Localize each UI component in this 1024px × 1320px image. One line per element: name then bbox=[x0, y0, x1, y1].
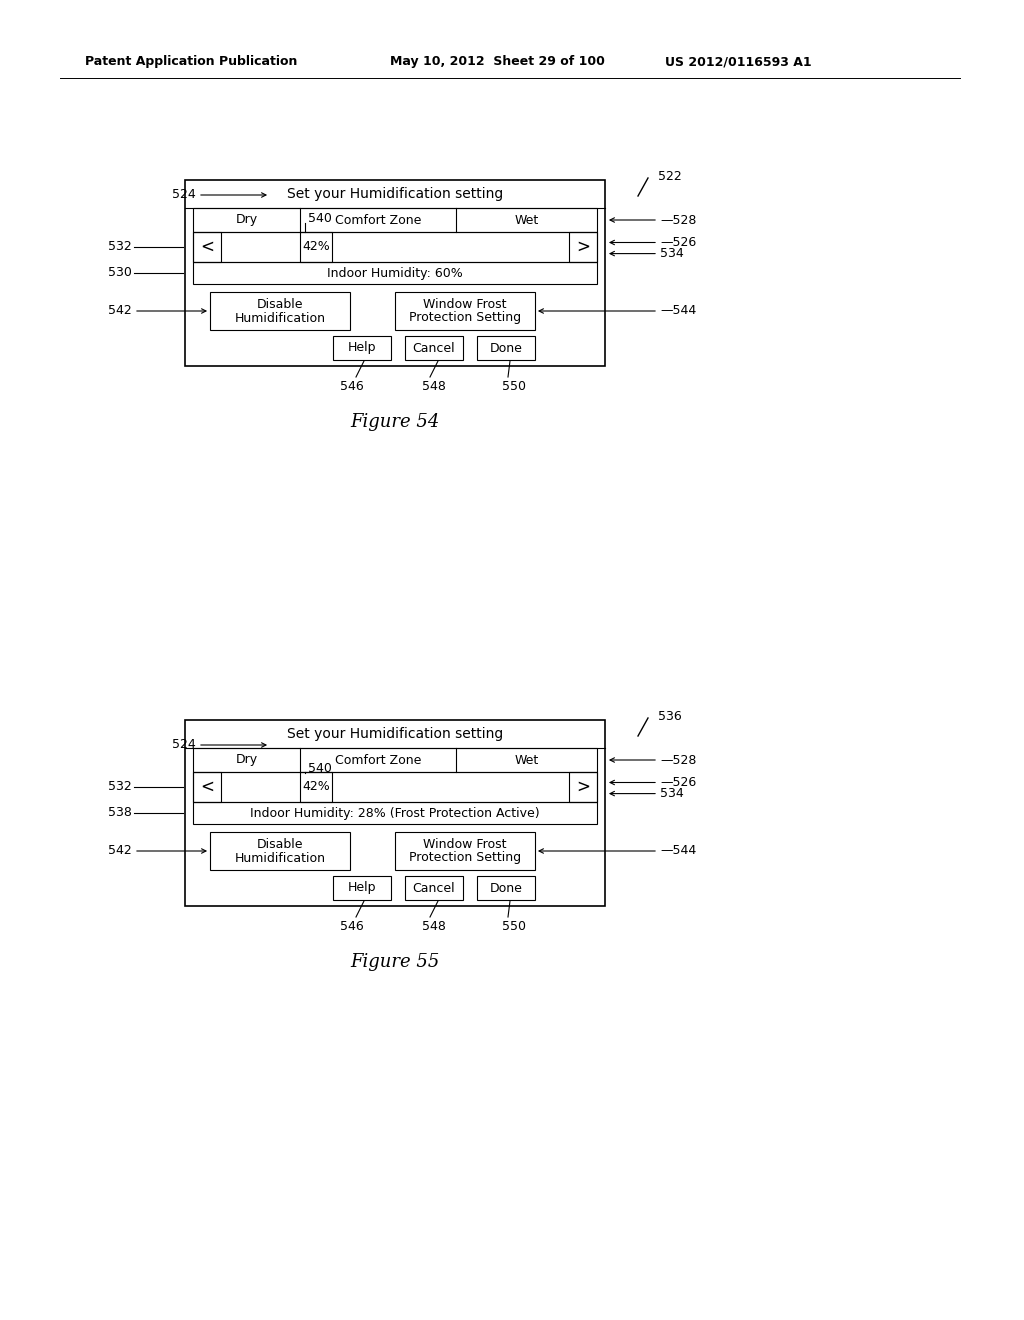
Text: 530: 530 bbox=[109, 267, 132, 280]
Text: Patent Application Publication: Patent Application Publication bbox=[85, 55, 297, 69]
Text: 540: 540 bbox=[308, 762, 332, 775]
Bar bbox=[300, 772, 332, 803]
Text: Disable: Disable bbox=[257, 837, 303, 850]
Text: Done: Done bbox=[489, 342, 522, 355]
Bar bbox=[395, 292, 535, 330]
Text: —544: —544 bbox=[660, 845, 696, 858]
Bar bbox=[193, 209, 597, 232]
Text: Dry: Dry bbox=[236, 214, 258, 227]
Text: 542: 542 bbox=[109, 305, 132, 318]
Text: Help: Help bbox=[348, 342, 376, 355]
Text: Done: Done bbox=[489, 882, 522, 895]
Bar bbox=[477, 337, 535, 360]
Text: >: > bbox=[575, 238, 590, 256]
Bar bbox=[406, 337, 463, 360]
Text: 550: 550 bbox=[502, 920, 526, 932]
Text: 550: 550 bbox=[502, 380, 526, 392]
Text: 548: 548 bbox=[422, 920, 445, 932]
Text: Cancel: Cancel bbox=[413, 882, 456, 895]
Text: —544: —544 bbox=[660, 305, 696, 318]
Text: Comfort Zone: Comfort Zone bbox=[335, 214, 421, 227]
Text: Window Frost: Window Frost bbox=[423, 837, 507, 850]
Bar bbox=[300, 232, 332, 261]
Bar bbox=[193, 772, 597, 803]
Text: —526: —526 bbox=[660, 236, 696, 249]
Text: 534: 534 bbox=[660, 787, 684, 800]
Text: Disable: Disable bbox=[257, 297, 303, 310]
Bar bbox=[210, 292, 350, 330]
Text: Wet: Wet bbox=[514, 754, 539, 767]
Text: —528: —528 bbox=[660, 754, 696, 767]
Bar bbox=[185, 719, 605, 906]
Text: Window Frost: Window Frost bbox=[423, 297, 507, 310]
Text: 42%: 42% bbox=[302, 780, 330, 793]
Text: Protection Setting: Protection Setting bbox=[409, 851, 521, 865]
Text: Protection Setting: Protection Setting bbox=[409, 312, 521, 325]
Text: <: < bbox=[200, 238, 214, 256]
Text: 524: 524 bbox=[172, 189, 196, 202]
Text: 548: 548 bbox=[422, 380, 445, 392]
Text: <: < bbox=[200, 777, 214, 796]
Text: 538: 538 bbox=[109, 807, 132, 820]
Text: 546: 546 bbox=[340, 920, 364, 932]
Text: Wet: Wet bbox=[514, 214, 539, 227]
Text: Help: Help bbox=[348, 882, 376, 895]
Bar bbox=[569, 772, 597, 803]
Bar bbox=[193, 748, 597, 772]
Bar bbox=[193, 261, 597, 284]
Text: Cancel: Cancel bbox=[413, 342, 456, 355]
Text: Figure 55: Figure 55 bbox=[350, 953, 439, 972]
Text: 524: 524 bbox=[172, 738, 196, 751]
Text: >: > bbox=[575, 777, 590, 796]
Text: 542: 542 bbox=[109, 845, 132, 858]
Text: 532: 532 bbox=[109, 240, 132, 253]
Text: Set your Humidification setting: Set your Humidification setting bbox=[287, 727, 503, 741]
Text: Set your Humidification setting: Set your Humidification setting bbox=[287, 187, 503, 201]
Text: 534: 534 bbox=[660, 247, 684, 260]
Text: Figure 54: Figure 54 bbox=[350, 413, 439, 432]
Text: Comfort Zone: Comfort Zone bbox=[335, 754, 421, 767]
Text: Humidification: Humidification bbox=[234, 312, 326, 325]
Text: —526: —526 bbox=[660, 776, 696, 789]
Bar bbox=[333, 876, 391, 900]
Text: 536: 536 bbox=[658, 710, 682, 722]
Bar bbox=[193, 803, 597, 824]
Bar bbox=[193, 232, 597, 261]
Bar bbox=[333, 337, 391, 360]
Bar bbox=[185, 180, 605, 366]
Text: 540: 540 bbox=[308, 211, 332, 224]
Bar bbox=[193, 232, 221, 261]
Text: 546: 546 bbox=[340, 380, 364, 392]
Text: 42%: 42% bbox=[302, 240, 330, 253]
Bar bbox=[210, 832, 350, 870]
Text: 522: 522 bbox=[658, 169, 682, 182]
Text: Dry: Dry bbox=[236, 754, 258, 767]
Text: May 10, 2012  Sheet 29 of 100: May 10, 2012 Sheet 29 of 100 bbox=[390, 55, 605, 69]
Bar bbox=[569, 232, 597, 261]
Text: US 2012/0116593 A1: US 2012/0116593 A1 bbox=[665, 55, 812, 69]
Bar bbox=[406, 876, 463, 900]
Bar bbox=[193, 772, 221, 803]
Text: Humidification: Humidification bbox=[234, 851, 326, 865]
Text: —528: —528 bbox=[660, 214, 696, 227]
Text: 532: 532 bbox=[109, 780, 132, 793]
Bar bbox=[477, 876, 535, 900]
Text: Indoor Humidity: 28% (Frost Protection Active): Indoor Humidity: 28% (Frost Protection A… bbox=[250, 807, 540, 820]
Bar bbox=[395, 832, 535, 870]
Text: Indoor Humidity: 60%: Indoor Humidity: 60% bbox=[327, 267, 463, 280]
